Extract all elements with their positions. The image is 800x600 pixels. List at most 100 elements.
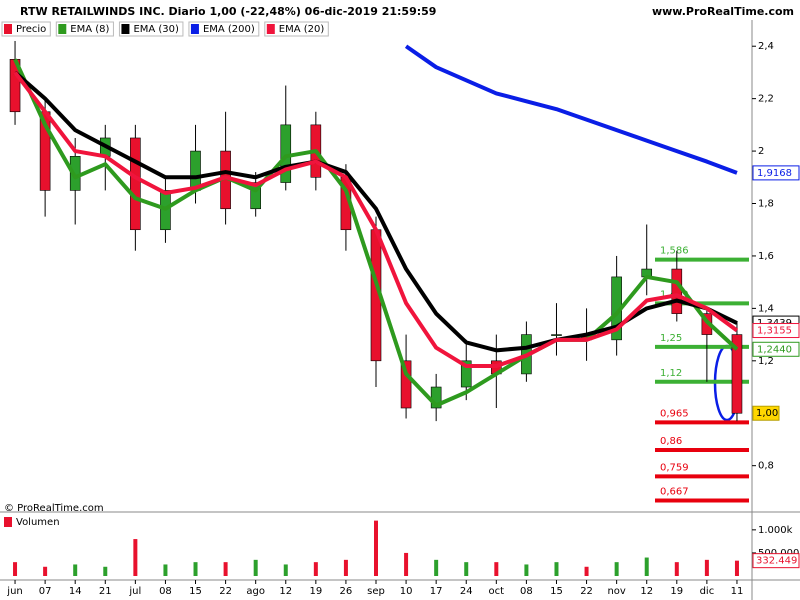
y-tick-label: 0,8 <box>758 461 774 472</box>
volume-bar <box>313 562 318 576</box>
ema-line <box>13 58 739 408</box>
y-tick-label: 1,2 <box>758 356 774 367</box>
last-value-label: 1,2440 <box>757 344 792 355</box>
x-tick-label: 19 <box>309 586 322 597</box>
volume-bar <box>103 566 108 576</box>
candle-body <box>731 334 743 414</box>
volume-bar <box>524 564 529 576</box>
legend-box <box>1 21 51 37</box>
x-tick-label: 14 <box>69 586 82 597</box>
x-tick-label: 19 <box>670 586 683 597</box>
candle-body <box>130 137 141 231</box>
legend-swatch <box>4 517 12 527</box>
volume-bar <box>734 560 739 576</box>
header-bar <box>0 3 800 21</box>
last-value-box <box>752 323 800 339</box>
last-price-label: 1,00 <box>756 408 778 419</box>
volume-bar <box>674 562 679 576</box>
last-volume-box <box>752 553 800 569</box>
legend-label: EMA (20) <box>279 24 325 35</box>
candle-body <box>460 360 472 388</box>
y-tick-label: 1,8 <box>758 199 774 210</box>
volume-bar <box>43 566 48 576</box>
legend-box <box>55 21 114 37</box>
legend-label: EMA (8) <box>70 24 109 35</box>
legend-label: EMA (200) <box>203 24 255 35</box>
volume-bar <box>253 559 258 576</box>
x-tick-label: 26 <box>340 586 353 597</box>
candle-body <box>250 182 261 210</box>
volume-bar <box>494 562 499 576</box>
level-label: 1,12 <box>660 368 682 379</box>
legend-box <box>264 21 329 37</box>
x-tick-label: dic <box>700 586 715 597</box>
y-tick-label: 2,4 <box>758 41 774 52</box>
volume-bar <box>223 562 228 576</box>
legend-swatch <box>58 24 67 34</box>
last-value-box <box>752 341 800 357</box>
legend-swatch <box>4 24 12 34</box>
volume-bar <box>464 562 469 576</box>
volume-bar <box>434 559 439 576</box>
last-price-box <box>752 405 780 421</box>
last-value-label: 1,3155 <box>757 326 792 337</box>
legend-swatch <box>121 24 130 34</box>
volume-bar <box>704 559 709 576</box>
volume-bar <box>193 562 198 576</box>
y-tick-label: 1,6 <box>758 251 774 262</box>
last-value-box <box>752 165 800 181</box>
volume-bar <box>614 562 619 576</box>
x-tick-label: 15 <box>550 586 563 597</box>
level-label: 0,965 <box>660 408 689 419</box>
legend-label: Precio <box>16 24 46 35</box>
volume-bar <box>283 564 288 576</box>
x-tick-label: 12 <box>279 586 292 597</box>
volume-bar <box>584 566 589 576</box>
x-tick-label: 10 <box>400 586 413 597</box>
legend-box <box>188 21 260 37</box>
volume-bar <box>374 520 378 576</box>
y-tick-label: 1.000k <box>758 525 793 536</box>
x-tick-label: jun <box>6 586 22 597</box>
level-label: 0,759 <box>660 462 689 473</box>
candle-body <box>400 360 412 409</box>
volume-bar <box>163 564 168 576</box>
x-tick-label: 08 <box>159 586 172 597</box>
legend-swatch <box>266 24 275 34</box>
last-value-label: 1,9168 <box>757 168 792 179</box>
ema-line <box>13 71 739 369</box>
candle-body <box>551 334 562 336</box>
volume-bar <box>554 562 559 576</box>
x-tick-label: jul <box>128 586 141 597</box>
volume-bar <box>343 559 348 576</box>
legend-swatch <box>190 24 199 34</box>
legend-label: EMA (30) <box>133 24 179 35</box>
legend-box <box>118 21 184 37</box>
level-label: 0,86 <box>660 436 682 447</box>
x-tick-label: oct <box>489 586 505 597</box>
y-tick-label: 1,4 <box>758 303 774 314</box>
last-volume-label: 332.449 <box>756 556 797 567</box>
x-tick-label: 22 <box>219 586 232 597</box>
candle-body <box>671 268 683 314</box>
chart-title: RTW RETAILWINDS INC. Diario 1,00 (-22,48… <box>20 5 436 18</box>
x-tick-label: 07 <box>39 586 52 597</box>
x-tick-label: 15 <box>189 586 202 597</box>
volume-title: Volumen <box>16 517 60 528</box>
site-label: www.ProRealTime.com <box>652 5 794 18</box>
level-label: 0,667 <box>660 487 689 498</box>
x-tick-label: 17 <box>430 586 443 597</box>
x-tick-label: ago <box>246 586 265 597</box>
volume-bar <box>644 557 649 576</box>
x-tick-label: 21 <box>99 586 112 597</box>
ema-line <box>404 44 738 175</box>
y-tick-label: 2 <box>758 146 764 157</box>
volume-bar <box>133 539 138 576</box>
x-tick-label: nov <box>607 586 625 597</box>
x-tick-label: 08 <box>520 586 533 597</box>
x-tick-label: 12 <box>640 586 653 597</box>
volume-bar <box>404 552 409 576</box>
x-tick-label: sep <box>367 586 385 597</box>
x-tick-label: 11 <box>731 586 744 597</box>
